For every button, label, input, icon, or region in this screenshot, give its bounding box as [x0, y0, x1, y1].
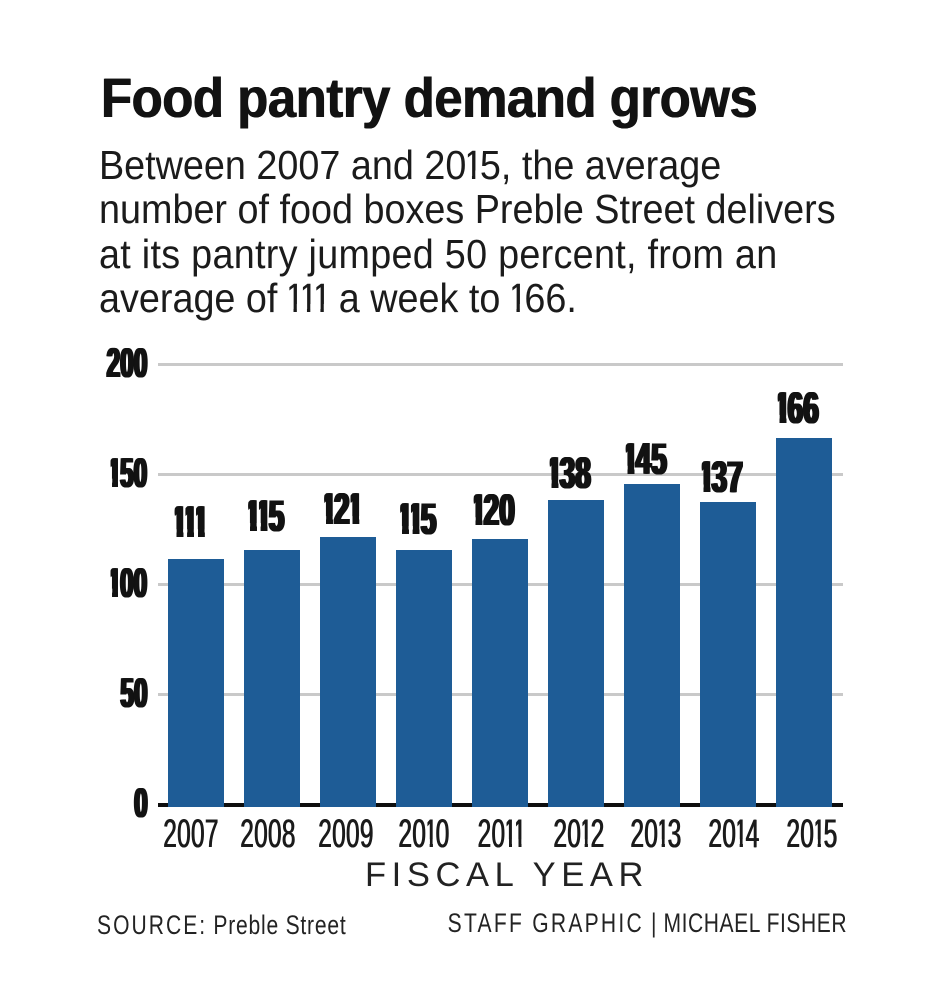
bar-value-label-2011: 120	[470, 486, 516, 536]
x-tick-label-2013: 2013	[630, 812, 682, 856]
source-label: SOURCE:	[97, 910, 208, 940]
bar-value-label-2010: 115	[397, 494, 437, 544]
y-tick-label-100: 100	[107, 559, 148, 607]
bar-value-label-2014: 137	[698, 453, 744, 503]
x-tick-label-2014: 2014	[708, 812, 760, 856]
bar-2013	[624, 484, 681, 807]
bar-value-label-2007: 111	[171, 498, 209, 548]
bar-2011	[472, 539, 529, 807]
bar-2015	[776, 437, 833, 807]
subtitle-line: average of 111 a week to 166.	[99, 275, 577, 321]
bar-2014	[700, 501, 757, 807]
x-tick-label-2009: 2009	[318, 812, 374, 856]
y-tick-label-200: 200	[106, 339, 148, 387]
x-tick-label-2007: 2007	[163, 812, 219, 856]
x-tick-label-2011: 2011	[477, 812, 527, 856]
gridline-200	[158, 363, 843, 367]
x-tick-label-2008: 2008	[240, 812, 297, 856]
bar-2010	[396, 550, 453, 807]
x-tick-label-2010: 2010	[398, 812, 450, 856]
credit-separator: |	[650, 908, 657, 938]
credit-note: STAFF GRAPHIC | MICHAEL FISHER	[448, 910, 847, 937]
subtitle-line: Between 2007 and 2015, the average	[99, 141, 722, 188]
credit-author: MICHAEL FISHER	[663, 908, 847, 938]
x-tick-label-2012: 2012	[553, 812, 605, 856]
subtitle-line: number of food boxes Preble Street deliv…	[99, 186, 836, 232]
credit-staff: STAFF GRAPHIC	[447, 908, 644, 938]
bar-value-label-2012: 138	[546, 448, 592, 498]
y-tick-label-0: 0	[133, 779, 148, 826]
y-tick-label-150: 150	[107, 449, 148, 497]
source-value: Preble Street	[213, 910, 347, 940]
x-axis-title: FISCAL YEAR	[364, 856, 650, 894]
chart-title: Food pantry demand grows	[101, 67, 758, 129]
bar-2008	[244, 550, 301, 807]
bar-value-label-2013: 145	[622, 434, 668, 484]
bar-value-label-2009: 121	[321, 485, 364, 535]
bar-2009	[320, 536, 377, 807]
bar-value-label-2015: 166	[774, 383, 820, 433]
x-tick-label-2015: 2015	[786, 812, 838, 856]
source-note: SOURCE: Preble Street	[97, 912, 346, 939]
bar-2012	[548, 499, 605, 807]
subtitle-line: at its pantry jumped 50 percent, from an	[99, 230, 778, 277]
chart-subtitle: Between 2007 and 2015, the average numbe…	[99, 141, 836, 321]
y-tick-label-50: 50	[120, 669, 148, 717]
bar-2007	[168, 558, 225, 807]
bar-value-label-2008: 115	[245, 491, 285, 541]
gridline-150	[158, 473, 843, 477]
